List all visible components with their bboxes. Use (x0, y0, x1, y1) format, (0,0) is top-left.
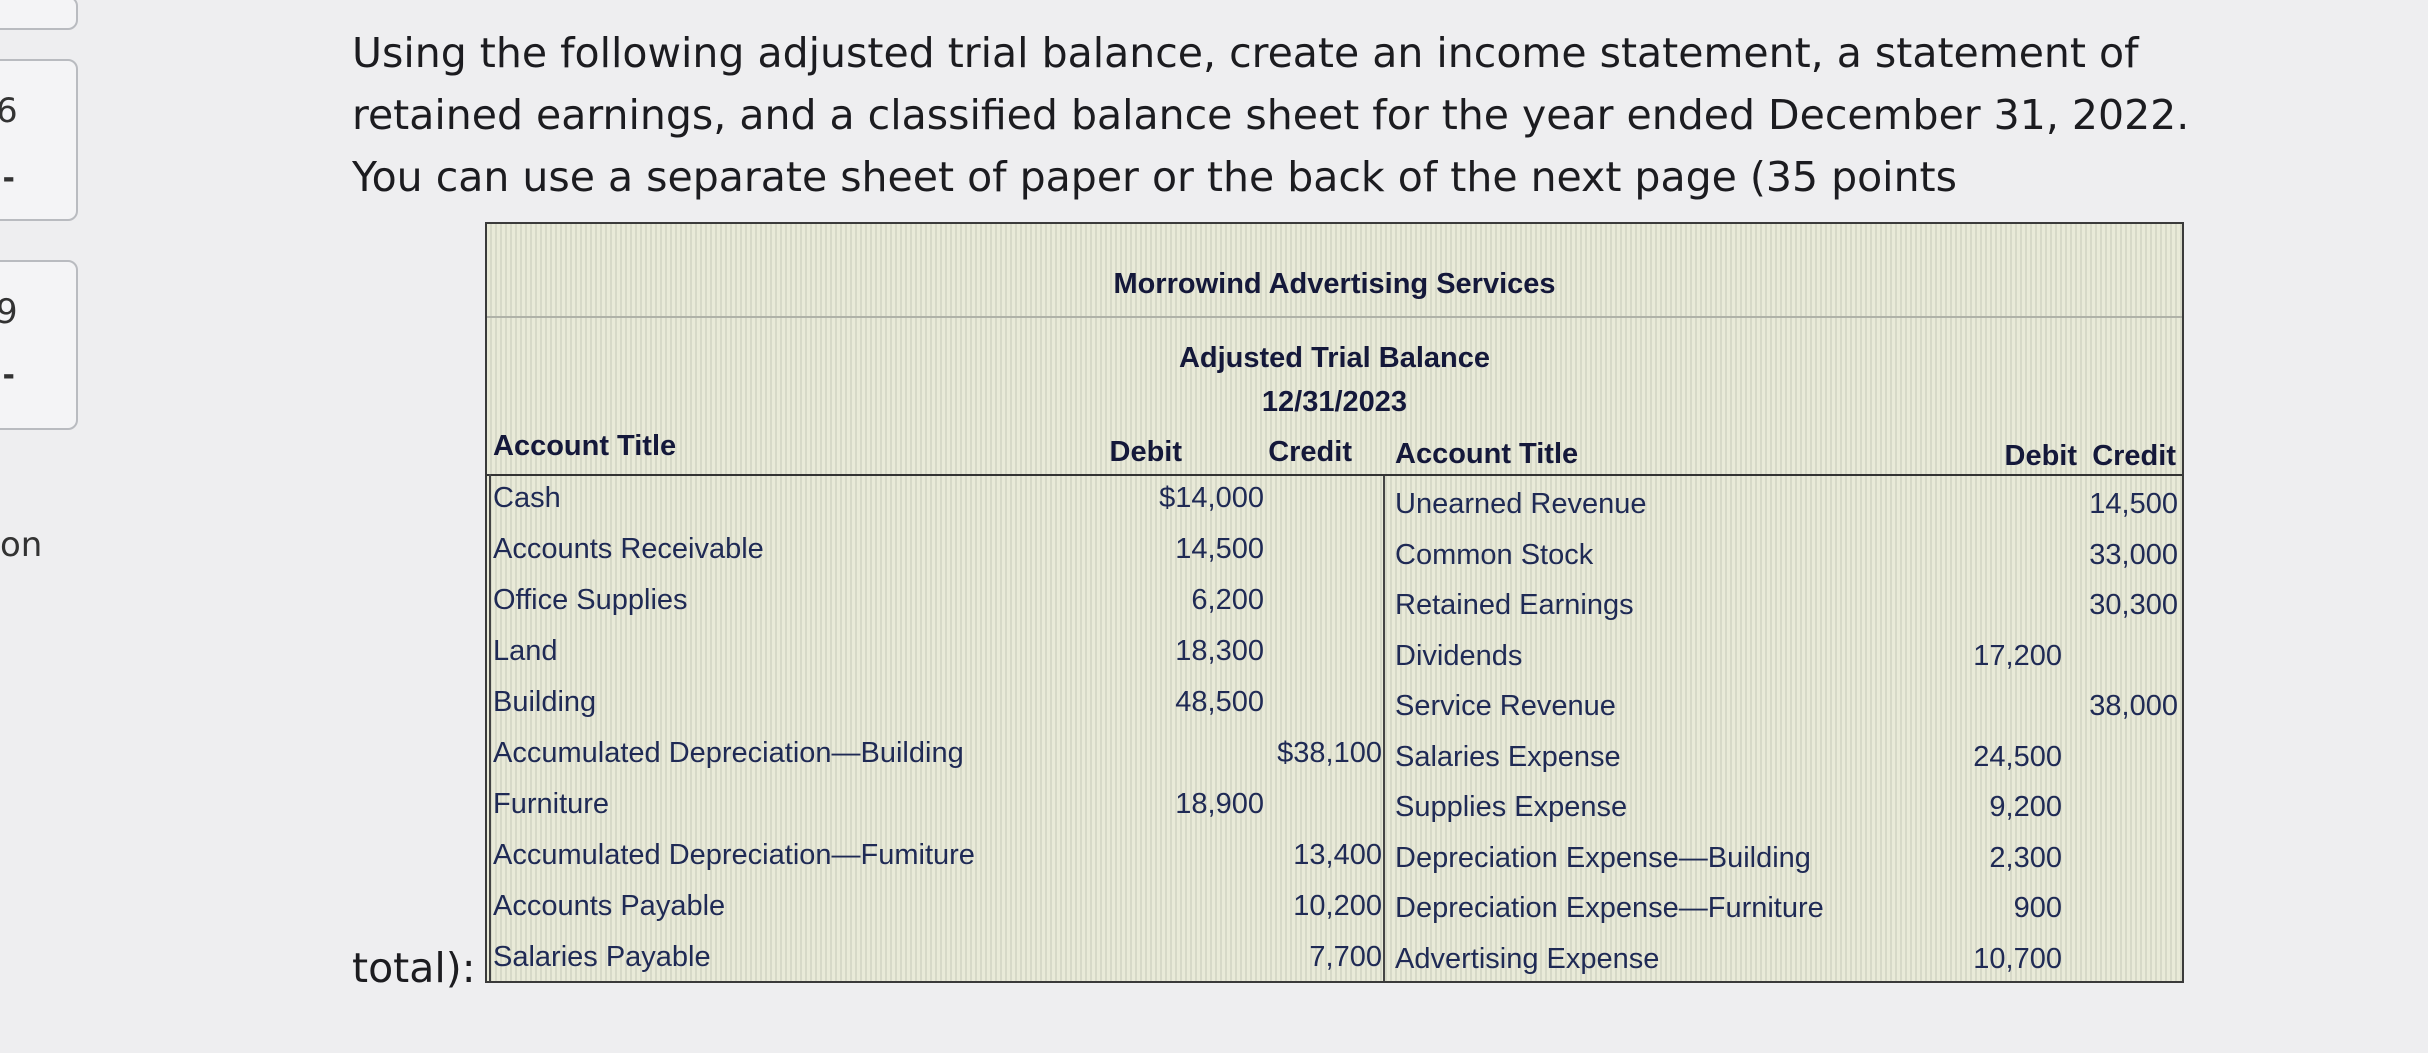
debit-amount: 14,500 (1175, 533, 1264, 565)
question-text: Using the following adjusted trial balan… (352, 29, 2190, 201)
divider (1383, 476, 1385, 981)
sidebar-text-fragment: on (0, 525, 43, 565)
header-debit-left: Debit (1109, 436, 1183, 468)
table-date: 12/31/2023 (1261, 386, 1408, 418)
question-status: -- (0, 161, 17, 196)
account-title: Cash (493, 482, 561, 514)
credit-amount: 30,300 (2089, 589, 2178, 621)
account-title: Dividends (1395, 639, 1523, 672)
credit-amount: 14,500 (2089, 488, 2178, 520)
debit-amount: 6,200 (1191, 584, 1264, 616)
account-title: Salaries Payable (493, 941, 711, 973)
debit-amount: $14,000 (1159, 482, 1264, 514)
account-title: Salaries Expense (1395, 740, 1621, 773)
header-credit-right: Credit (2092, 440, 2176, 472)
account-title: Service Revenue (1395, 690, 1616, 722)
account-title: Building (493, 686, 597, 718)
account-title: Advertising Expense (1395, 942, 1660, 975)
header-credit-left: Credit (1268, 436, 1352, 468)
account-title: Retained Earnings (1395, 589, 1634, 621)
account-title: Unearned Revenue (1395, 488, 1647, 520)
debit-amount: 10,700 (1973, 942, 2062, 975)
header-account-left: Account Title (493, 430, 677, 462)
table-title: Adjusted Trial Balance (1178, 342, 1491, 374)
credit-amount: $38,100 (1277, 737, 1382, 769)
credit-amount: 38,000 (2089, 690, 2178, 722)
credit-amount: 10,200 (1293, 890, 1382, 922)
sidebar-question-9[interactable]: 9 -- (0, 260, 78, 430)
debit-amount: 900 (2013, 892, 2062, 924)
divider (487, 316, 2182, 318)
credit-amount: 13,400 (1293, 839, 1382, 871)
credit-amount: 7,700 (1309, 941, 1382, 973)
sidebar-top-panel[interactable] (0, 0, 78, 30)
debit-amount: 18,900 (1175, 788, 1264, 820)
account-title: Depreciation Expense—Furniture (1395, 892, 1824, 924)
account-title: Accounts Receivable (493, 533, 764, 565)
question-text-trailing: total): (352, 944, 476, 992)
debit-amount: 2,300 (1989, 841, 2062, 874)
header-debit-right: Debit (2004, 440, 2078, 472)
credit-amount: 33,000 (2089, 538, 2178, 571)
account-title: Depreciation Expense—Building (1395, 841, 1811, 874)
debit-amount: 18,300 (1175, 635, 1264, 667)
header-account-right: Account Title (1395, 438, 1579, 470)
question-status: -- (0, 358, 17, 393)
question-number: 6 (0, 91, 18, 131)
account-title: Supplies Expense (1395, 791, 1628, 823)
account-title: Accumulated Depreciation—Building (493, 737, 964, 769)
debit-amount: 24,500 (1973, 740, 2062, 773)
adjusted-trial-balance-table: Morrowind Advertising Services Adjusted … (485, 222, 2184, 983)
sidebar-question-6[interactable]: 6 -- (0, 59, 78, 221)
account-title: Accounts Payable (493, 890, 726, 922)
account-title: Accumulated Depreciation—Fumiture (493, 839, 975, 871)
account-title: Common Stock (1395, 538, 1594, 571)
debit-amount: 48,500 (1175, 686, 1264, 718)
debit-amount: 9,200 (1989, 791, 2062, 823)
account-title: Furniture (493, 788, 610, 820)
question-number: 9 (0, 292, 18, 332)
header-divider (487, 474, 2182, 476)
company-name: Morrowind Advertising Services (1113, 268, 1556, 300)
debit-amount: 17,200 (1973, 639, 2062, 672)
account-title: Office Supplies (493, 584, 688, 616)
divider (489, 474, 491, 981)
account-title: Land (493, 635, 558, 667)
